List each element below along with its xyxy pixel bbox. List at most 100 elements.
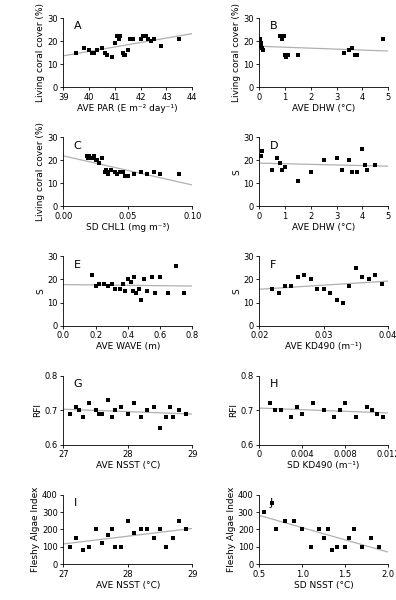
Point <box>91 151 97 160</box>
Point <box>176 516 183 526</box>
Point <box>105 395 112 404</box>
Point <box>333 295 340 305</box>
Point <box>105 169 112 179</box>
Point <box>92 281 99 291</box>
Point <box>117 167 123 176</box>
Point <box>128 277 134 287</box>
Text: H: H <box>270 379 278 389</box>
Point <box>127 34 133 44</box>
Point <box>320 406 327 415</box>
Y-axis label: Living coral cover (%): Living coral cover (%) <box>232 3 241 102</box>
Point <box>84 151 90 160</box>
Point <box>269 284 275 293</box>
Point <box>288 281 295 291</box>
Point <box>176 34 183 44</box>
Point <box>133 289 139 298</box>
Point <box>112 38 118 48</box>
Point <box>131 272 137 282</box>
Y-axis label: RFI: RFI <box>34 403 42 417</box>
Point <box>290 516 297 526</box>
Point <box>333 153 340 163</box>
Point <box>349 43 355 53</box>
Point <box>125 172 131 181</box>
Point <box>101 48 108 58</box>
Point <box>183 524 189 534</box>
Point <box>109 524 115 534</box>
Point <box>131 528 137 538</box>
Point <box>166 402 173 412</box>
Point <box>320 533 327 543</box>
Point <box>80 545 86 555</box>
Point <box>92 406 99 415</box>
Point <box>282 50 288 60</box>
Text: I: I <box>74 498 77 508</box>
Point <box>112 542 118 551</box>
Point <box>137 295 144 305</box>
Point <box>163 412 169 422</box>
Point <box>283 52 289 62</box>
Point <box>80 412 86 422</box>
Point <box>116 34 122 44</box>
Point <box>314 284 320 293</box>
Point <box>282 163 288 172</box>
Point <box>101 279 107 289</box>
Point <box>125 409 131 418</box>
Point <box>143 32 149 41</box>
Point <box>310 398 316 408</box>
Point <box>73 533 80 543</box>
Point <box>353 412 359 422</box>
Point <box>301 270 307 280</box>
Point <box>342 542 348 551</box>
Point <box>137 167 144 176</box>
Point <box>359 542 366 551</box>
Point <box>85 153 91 163</box>
Point <box>176 169 183 179</box>
Point <box>137 34 144 44</box>
Point <box>295 50 301 60</box>
X-axis label: AVE DHW (°C): AVE DHW (°C) <box>292 223 355 232</box>
Y-axis label: Living coral cover (%): Living coral cover (%) <box>36 3 45 102</box>
Point <box>282 516 288 526</box>
Point <box>351 50 358 60</box>
Point <box>260 46 266 55</box>
Point <box>278 406 284 415</box>
Point <box>374 409 381 418</box>
Point <box>349 167 355 176</box>
Point <box>274 153 280 163</box>
Point <box>170 533 176 543</box>
Point <box>320 284 327 293</box>
Point <box>120 279 126 289</box>
Point <box>99 153 105 163</box>
Point <box>299 524 305 534</box>
Point <box>99 538 105 548</box>
Y-axis label: S: S <box>232 288 241 294</box>
Point <box>148 36 154 46</box>
Point <box>359 144 366 154</box>
Point <box>122 172 128 181</box>
Point <box>99 409 105 418</box>
Point <box>150 34 157 44</box>
Text: J: J <box>270 498 273 508</box>
Point <box>267 398 273 408</box>
Point <box>89 270 95 280</box>
Point <box>67 409 73 418</box>
Point <box>137 412 144 422</box>
Point <box>112 167 118 176</box>
Text: B: B <box>270 22 277 31</box>
Point <box>282 281 288 291</box>
X-axis label: SD CHL1 (mg m⁻³): SD CHL1 (mg m⁻³) <box>86 223 169 232</box>
Point <box>109 412 115 422</box>
Point <box>122 286 128 296</box>
Point <box>150 167 157 176</box>
Point <box>109 279 115 289</box>
Point <box>339 165 345 175</box>
Point <box>86 542 92 551</box>
Point <box>112 284 118 293</box>
Point <box>316 524 322 534</box>
Point <box>259 43 265 53</box>
Point <box>144 169 150 179</box>
Point <box>144 286 150 296</box>
X-axis label: AVE DHW (°C): AVE DHW (°C) <box>292 104 355 113</box>
Point <box>380 34 386 44</box>
Point <box>125 516 131 526</box>
